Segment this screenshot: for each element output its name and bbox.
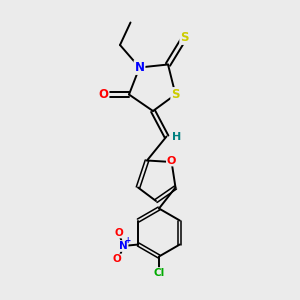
- Text: O: O: [167, 155, 176, 166]
- Text: O: O: [114, 227, 123, 238]
- Text: Cl: Cl: [153, 268, 165, 278]
- Text: N: N: [119, 241, 128, 251]
- Text: +: +: [124, 236, 130, 245]
- Text: N: N: [134, 61, 145, 74]
- Text: O: O: [98, 88, 109, 101]
- Text: O: O: [113, 254, 122, 265]
- Text: H: H: [172, 131, 182, 142]
- Text: S: S: [171, 88, 180, 101]
- Text: S: S: [180, 31, 189, 44]
